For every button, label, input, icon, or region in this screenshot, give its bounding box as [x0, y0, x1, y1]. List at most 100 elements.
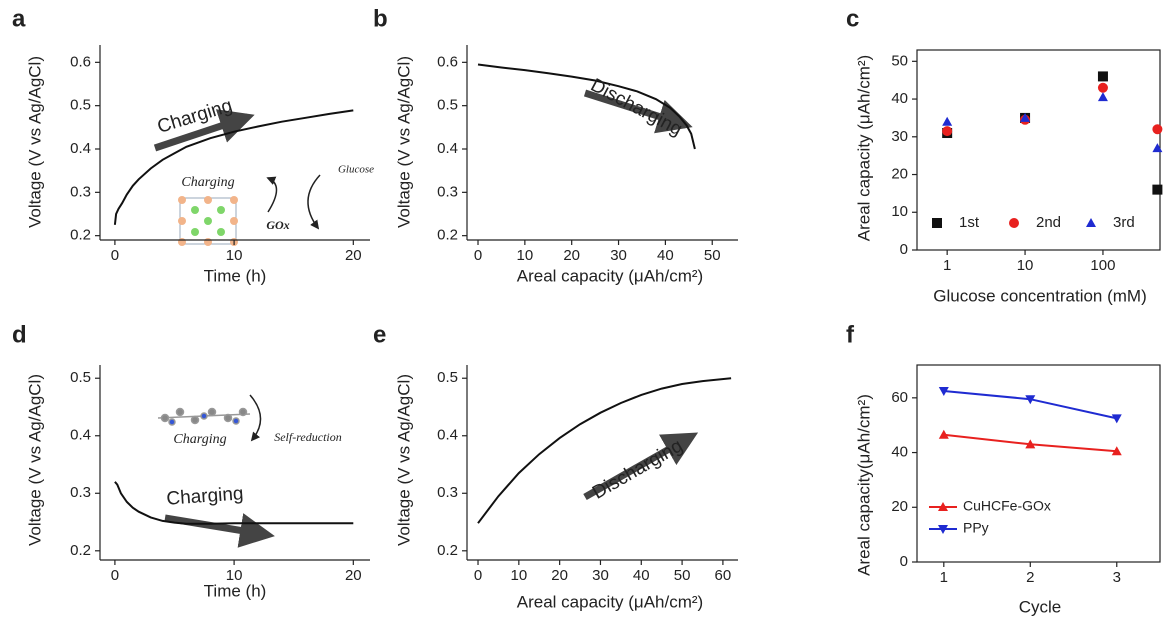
y-tick-label: 20: [891, 498, 908, 515]
data-line: [114, 481, 354, 525]
legend-label: PPy: [963, 520, 989, 536]
marker: [1025, 395, 1036, 405]
plot-frame: [916, 364, 1161, 563]
x-tick-label: 10: [1017, 257, 1034, 274]
panel-letter: b: [373, 5, 388, 32]
annotation: Glucose: [338, 164, 374, 176]
x-tick-label: 2: [1026, 569, 1034, 586]
x-axis-title: Areal capacity (μAh/cm²): [517, 266, 703, 285]
marker: [1025, 439, 1036, 449]
y-tick-label: 0.4: [437, 427, 458, 444]
x-tick-label: 1: [943, 257, 951, 274]
marker: [1152, 184, 1163, 195]
y-axis-title: Voltage (V vs Ag/AgCl): [25, 374, 44, 546]
y-tick-label: 0: [900, 553, 908, 570]
x-tick-label: 3: [1113, 569, 1121, 586]
y-tick-label: 40: [891, 444, 908, 461]
y-tick-label: 0.4: [70, 427, 91, 444]
x-tick-label: 100: [1090, 257, 1115, 274]
arrow: [583, 432, 699, 501]
legend-label: 2nd: [1036, 214, 1061, 231]
x-tick-label: 0: [111, 247, 119, 264]
x-tick-label: 20: [345, 567, 362, 584]
marker: [942, 116, 953, 126]
y-tick-label: 40: [891, 90, 908, 107]
x-tick-label: 40: [657, 247, 674, 264]
y-tick-label: 60: [891, 389, 908, 406]
curved-arrow: [307, 174, 321, 230]
y-tick-label: 10: [891, 203, 908, 220]
legend-label: 1st: [959, 214, 980, 231]
marker: [938, 386, 949, 396]
legend-marker: [938, 502, 948, 511]
marker: [938, 429, 949, 439]
panel-letter: a: [12, 5, 26, 32]
marker: [1097, 82, 1108, 93]
y-tick-label: 20: [891, 165, 908, 182]
marker: [1097, 92, 1108, 102]
data-line: [477, 63, 696, 150]
panel-letter: c: [846, 5, 859, 32]
y-tick-label: 0.3: [70, 183, 91, 200]
marker: [942, 126, 953, 137]
x-tick-label: 20: [345, 247, 362, 264]
marker: [1152, 143, 1163, 153]
x-tick-label: 0: [111, 567, 119, 584]
x-tick-label: 40: [633, 567, 650, 584]
molecule-inset: [157, 407, 251, 426]
legend-marker: [932, 218, 942, 228]
y-tick-label: 50: [891, 52, 908, 69]
x-tick-label: 10: [226, 567, 243, 584]
y-tick-label: 0.2: [70, 542, 91, 559]
x-axis-title: Glucose concentration (mM): [933, 286, 1147, 305]
annotation: Charging: [181, 175, 234, 190]
panel-letter: e: [373, 321, 386, 348]
marker: [1111, 414, 1122, 424]
x-tick-label: 1: [940, 569, 948, 586]
y-tick-label: 0.5: [70, 97, 91, 114]
y-axis-title: Voltage (V vs Ag/AgCl): [25, 56, 44, 228]
marker: [1111, 446, 1122, 456]
x-tick-label: 0: [474, 247, 482, 264]
x-tick-label: 10: [517, 247, 534, 264]
annotation: Discharging: [589, 435, 686, 503]
data-line: [477, 377, 732, 524]
y-tick-label: 0.2: [70, 227, 91, 244]
panel-letter: f: [846, 321, 855, 348]
curved-arrow: [249, 394, 262, 442]
y-axis-title: Areal capacity(μAh/cm²): [854, 394, 873, 576]
y-axis-title: Voltage (V vs Ag/AgCl): [394, 56, 413, 228]
marker: [1020, 112, 1031, 122]
x-tick-label: 0: [474, 567, 482, 584]
legend-marker: [938, 525, 948, 534]
y-tick-label: 0.2: [437, 542, 458, 559]
legend-label: CuHCFe-GOx: [963, 498, 1051, 514]
y-tick-label: 0.5: [437, 369, 458, 386]
x-tick-label: 30: [610, 247, 627, 264]
x-tick-label: 20: [551, 567, 568, 584]
x-tick-label: 60: [715, 567, 732, 584]
crystal-inset: [178, 196, 238, 246]
annotation: GOx: [266, 218, 289, 232]
x-tick-label: 30: [592, 567, 609, 584]
x-tick-label: 50: [674, 567, 691, 584]
y-tick-label: 30: [891, 128, 908, 145]
x-tick-label: 20: [563, 247, 580, 264]
x-axis-title: Time (h): [204, 266, 267, 285]
arrow: [164, 513, 275, 548]
marker: [1152, 124, 1163, 135]
y-tick-label: 0.2: [437, 227, 458, 244]
panel-letter: d: [12, 321, 27, 348]
legend-marker: [1086, 218, 1096, 227]
y-tick-label: 0.4: [437, 140, 458, 157]
annotation: Self-reduction: [274, 430, 342, 444]
x-axis-title: Areal capacity (μAh/cm²): [517, 592, 703, 611]
arrow: [153, 109, 255, 152]
y-tick-label: 0.5: [70, 369, 91, 386]
annotation: Charging: [166, 483, 244, 509]
x-tick-label: 10: [226, 247, 243, 264]
data-line: [113, 109, 354, 225]
y-axis-title: Voltage (V vs Ag/AgCl): [394, 374, 413, 546]
annotation: Charging: [173, 432, 226, 447]
